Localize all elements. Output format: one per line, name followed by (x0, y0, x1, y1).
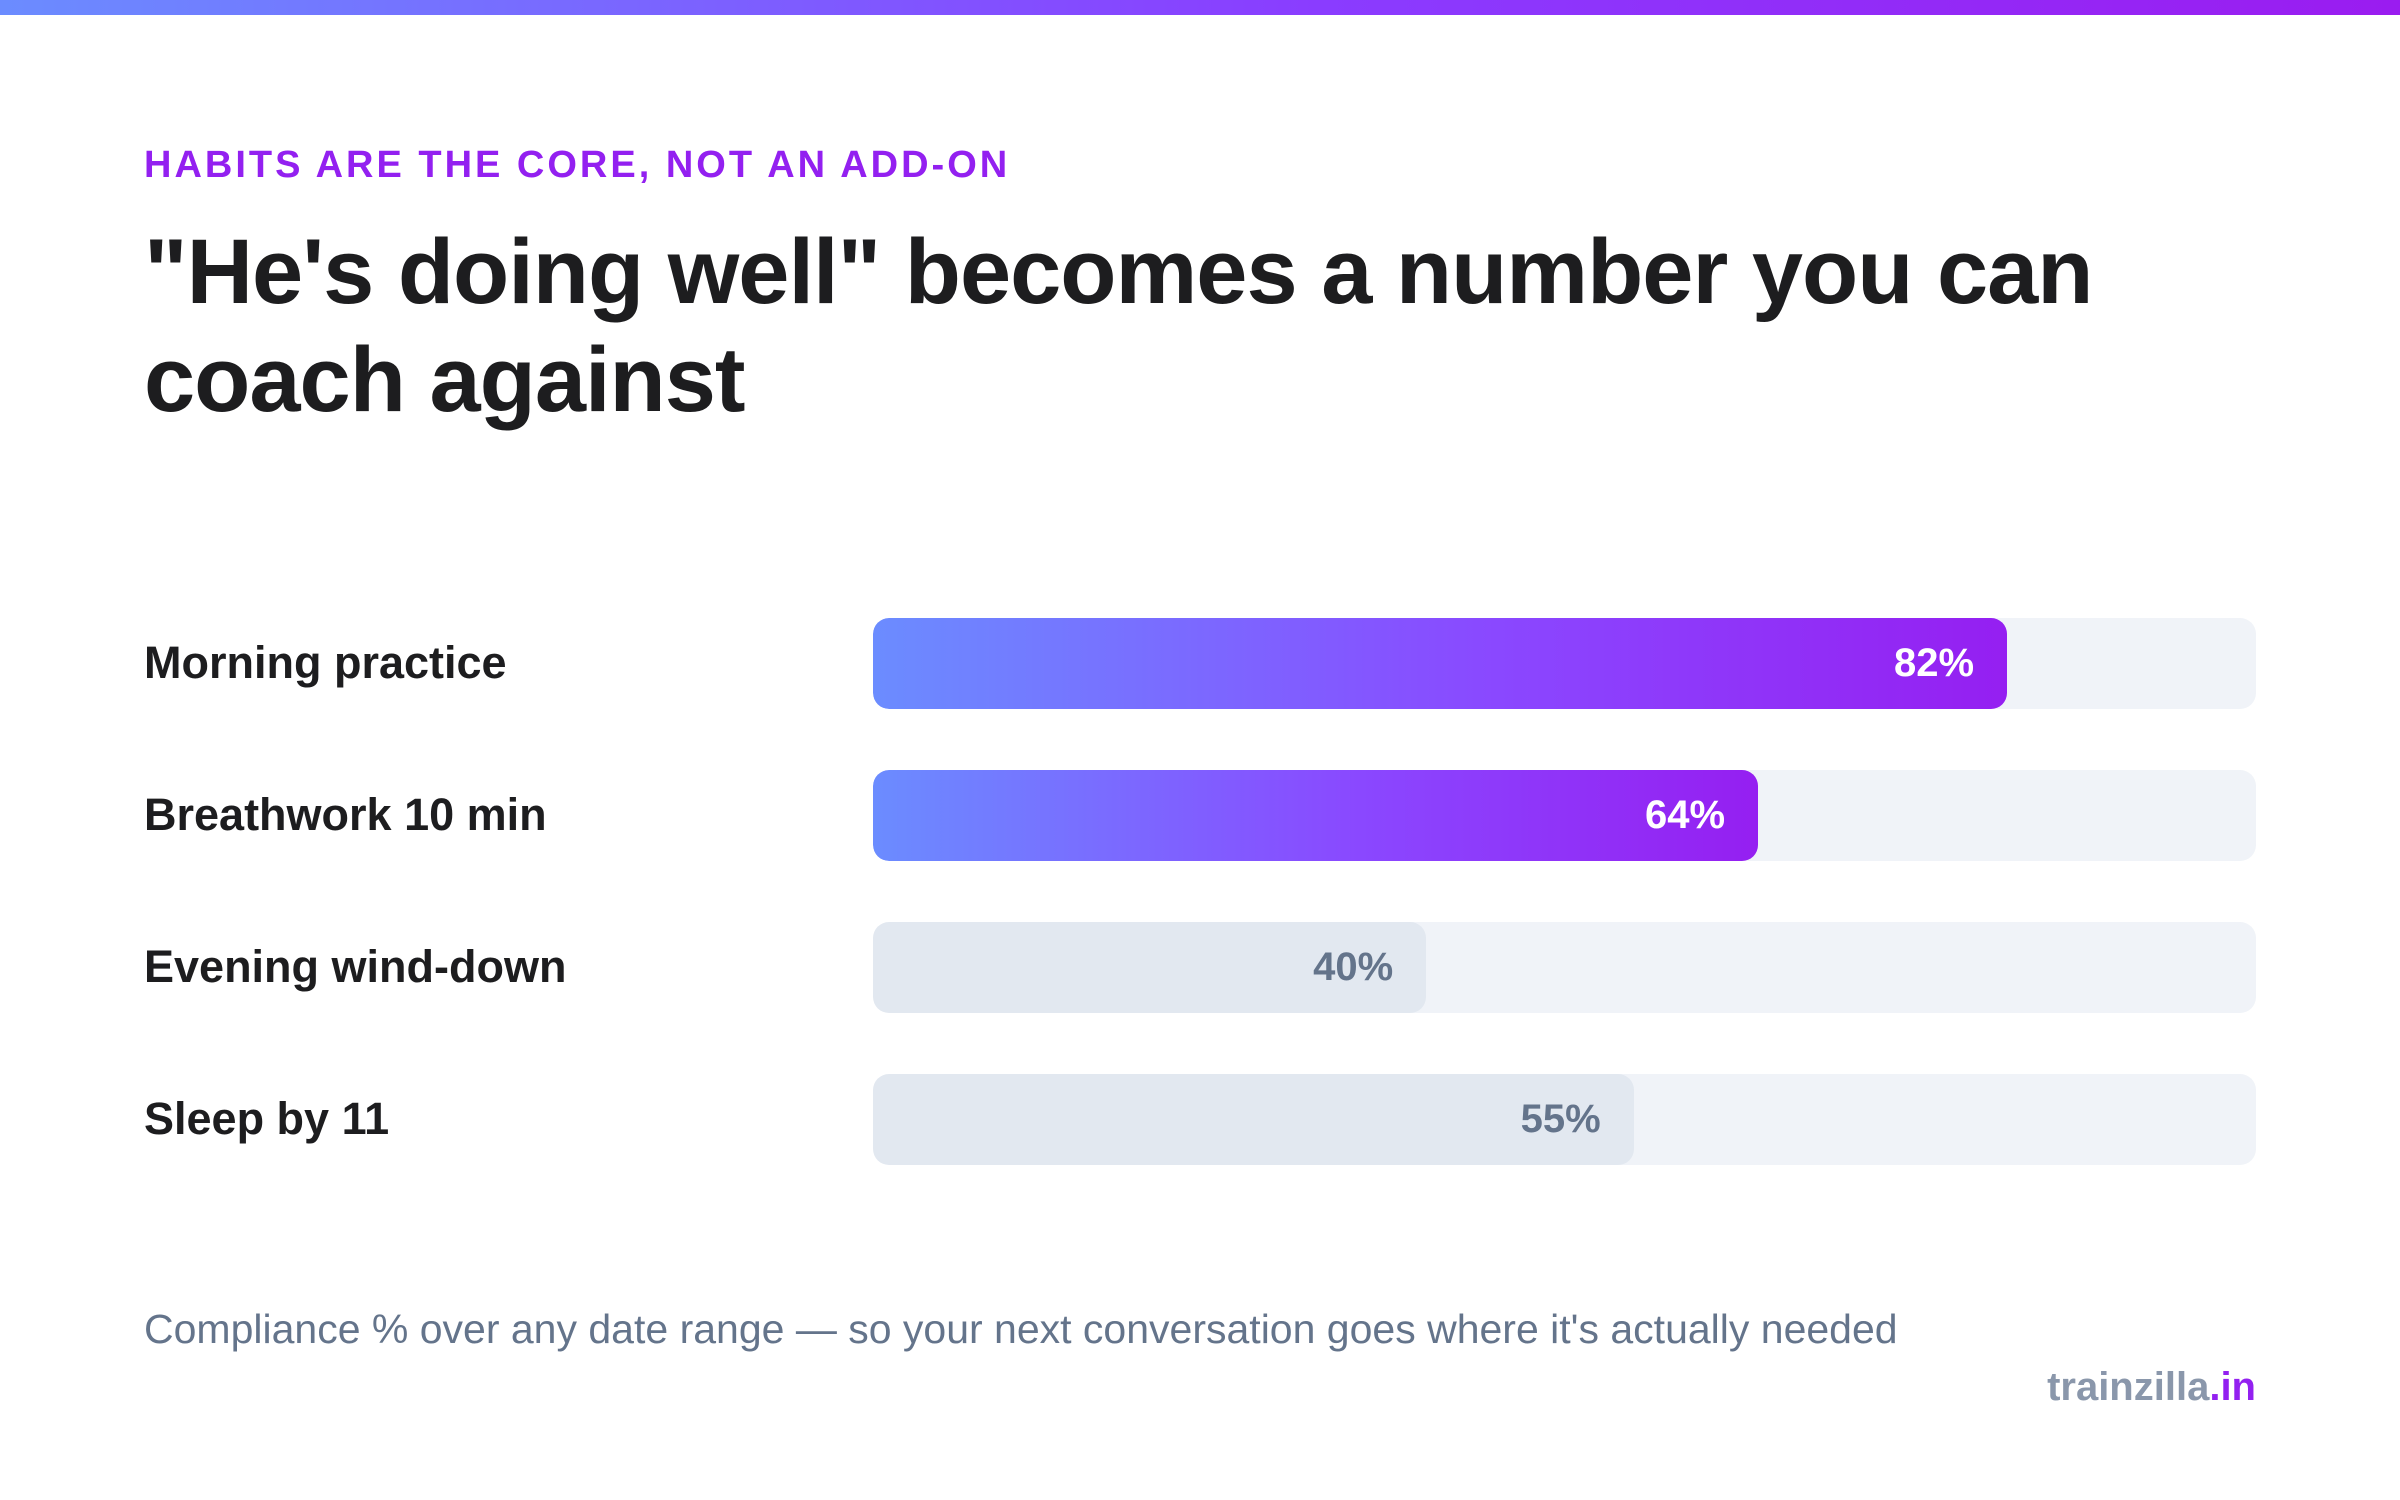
bar: 82% (873, 618, 2008, 709)
bar-value-label: 40% (1313, 945, 1394, 989)
brand-logo: trainzilla.in (2047, 1365, 2256, 1410)
eyebrow-label: HABITS ARE THE CORE, NOT AN ADD-ON (144, 144, 1011, 186)
bar-value-label: 64% (1645, 793, 1726, 837)
bar-value-label: 82% (1893, 641, 1975, 685)
bar-label: Evening wind-down (144, 941, 567, 992)
bar-track: 82% (873, 618, 2256, 709)
bar: 40% (873, 922, 1427, 1013)
top-accent-bar (0, 0, 2400, 15)
brand-tld: .in (2209, 1365, 2256, 1409)
bar-track: 64% (873, 770, 2256, 861)
bar-label: Sleep by 11 (144, 1093, 390, 1144)
page-title: "He's doing well" becomes a number you c… (144, 221, 2094, 431)
bar-track: 55% (873, 1074, 2256, 1165)
bar-label: Morning practice (144, 637, 507, 688)
bar: 55% (873, 1074, 1634, 1165)
bar-track: 40% (873, 922, 2256, 1013)
footnote: Compliance % over any date range — so yo… (144, 1306, 1898, 1352)
brand-name: trainzilla (2047, 1365, 2210, 1409)
bar: 64% (873, 770, 1759, 861)
bar-label: Breathwork 10 min (144, 789, 547, 840)
bar-value-label: 55% (1520, 1097, 1601, 1141)
